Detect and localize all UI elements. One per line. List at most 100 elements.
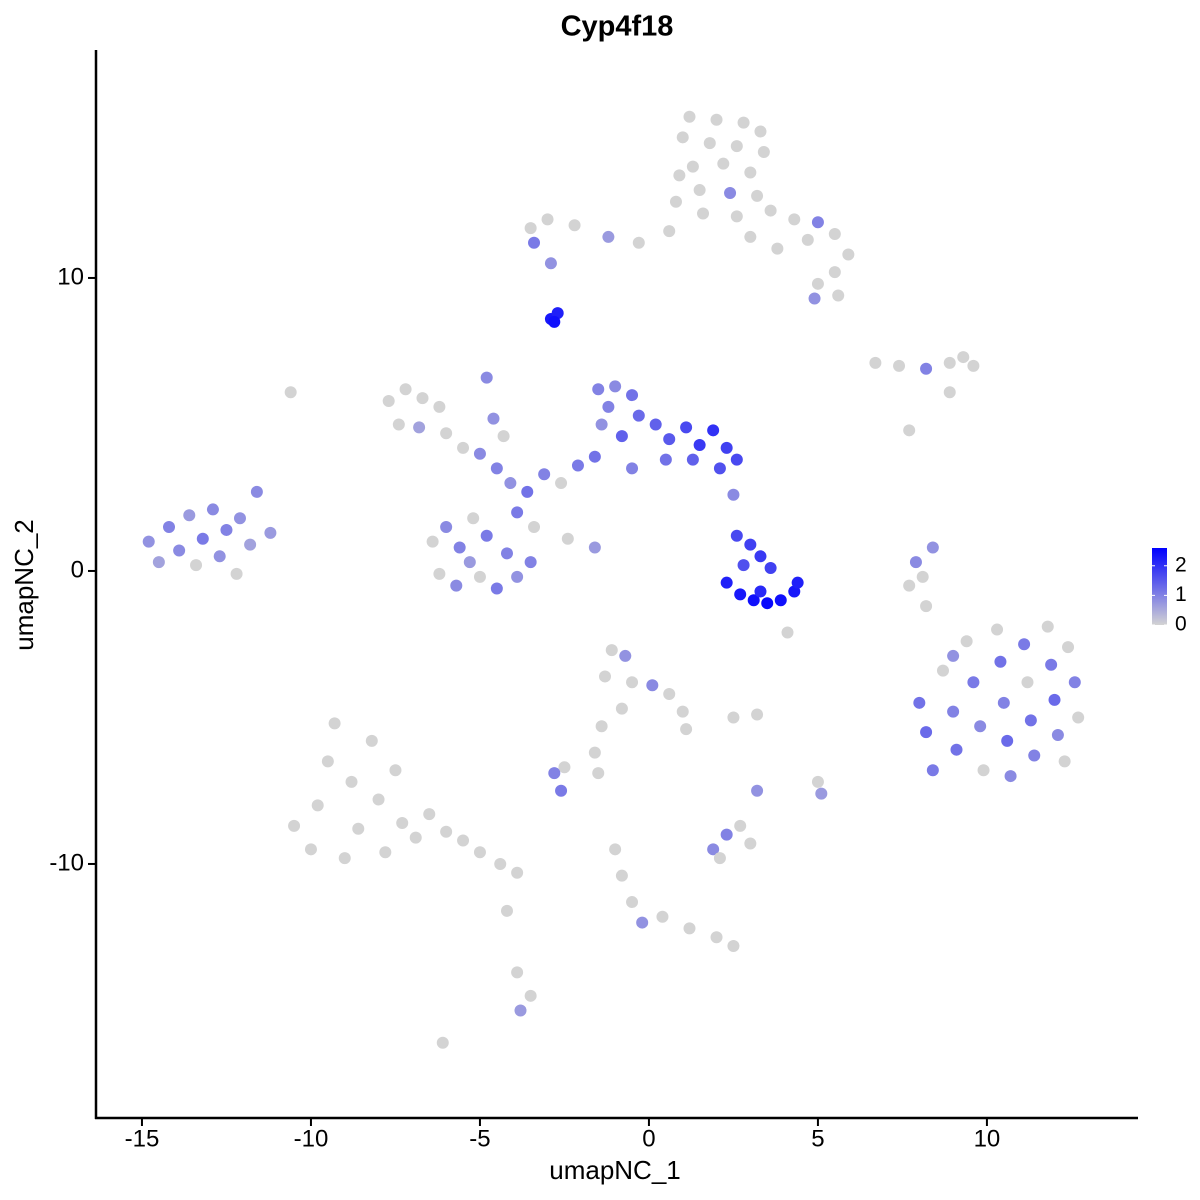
cell-point — [730, 210, 743, 223]
cell-point — [440, 427, 453, 440]
cell-point — [511, 966, 524, 979]
cell-point — [548, 315, 561, 328]
cell-point — [791, 576, 804, 589]
cell-point — [528, 236, 541, 249]
cell-point — [233, 512, 246, 525]
cell-point — [947, 705, 960, 718]
cell-point — [173, 544, 186, 557]
cell-point — [288, 819, 301, 832]
cell-point — [730, 453, 743, 466]
y-tick-label: 10 — [57, 263, 84, 290]
cell-point — [737, 559, 750, 572]
cell-point — [707, 843, 720, 856]
cell-point — [764, 562, 777, 575]
cell-point — [808, 292, 821, 305]
cell-point — [909, 556, 922, 569]
cell-point — [426, 535, 439, 548]
cell-point — [1072, 711, 1085, 724]
cell-point — [345, 775, 358, 788]
cell-point — [676, 131, 689, 144]
cell-point — [524, 556, 537, 569]
cell-point — [1062, 641, 1075, 654]
cell-point — [524, 989, 537, 1002]
cell-point — [744, 230, 757, 243]
x-tick-label: -5 — [469, 1125, 490, 1152]
cell-point — [751, 189, 764, 202]
cell-point — [720, 828, 733, 841]
cell-point — [1051, 729, 1064, 742]
y-tick-label: 0 — [71, 556, 84, 583]
cell-point — [561, 532, 574, 545]
cell-point — [338, 852, 351, 865]
cell-point — [213, 550, 226, 563]
cell-point — [903, 424, 916, 437]
cell-point — [632, 409, 645, 422]
points — [142, 110, 1085, 1049]
cell-point — [1041, 620, 1054, 633]
cell-point — [311, 799, 324, 812]
cell-point — [494, 857, 507, 870]
cell-point — [473, 447, 486, 460]
cell-point — [440, 825, 453, 838]
cell-point — [1068, 676, 1081, 689]
cell-point — [497, 430, 510, 443]
cell-point — [396, 816, 409, 829]
cell-point — [602, 400, 615, 413]
cell-point — [619, 649, 632, 662]
cell-point — [893, 359, 906, 372]
cell-point — [571, 459, 584, 472]
cell-point — [683, 110, 696, 123]
cell-point — [943, 356, 956, 369]
cell-point — [656, 910, 669, 923]
cell-point — [328, 717, 341, 730]
cell-point — [457, 441, 470, 454]
cell-point — [142, 535, 155, 548]
cell-point — [500, 547, 513, 560]
cell-point — [555, 784, 568, 797]
cell-point — [595, 418, 608, 431]
cell-point — [936, 664, 949, 677]
cell-point — [974, 720, 987, 733]
cell-point — [1048, 693, 1061, 706]
cell-point — [713, 852, 726, 865]
cell-point — [382, 395, 395, 408]
cell-point — [717, 157, 730, 170]
cell-point — [264, 526, 277, 539]
x-tick-label: 0 — [642, 1125, 655, 1152]
cell-point — [244, 538, 257, 551]
cell-point — [528, 521, 541, 534]
cell-point — [433, 400, 446, 413]
cell-point — [710, 113, 723, 126]
cell-point — [669, 195, 682, 208]
cell-point — [727, 488, 740, 501]
cell-point — [967, 359, 980, 372]
cell-point — [832, 289, 845, 302]
cell-point — [467, 512, 480, 525]
cell-point — [450, 579, 463, 592]
cell-point — [592, 383, 605, 396]
cell-point — [727, 711, 740, 724]
cell-point — [480, 529, 493, 542]
cell-point — [602, 230, 615, 243]
cell-point — [548, 767, 561, 780]
cell-point — [1058, 755, 1071, 768]
cell-point — [521, 485, 534, 498]
cell-point — [206, 503, 219, 516]
cell-point — [707, 424, 720, 437]
cell-point — [416, 392, 429, 405]
colorbar-tick-label: 2 — [1175, 553, 1187, 576]
x-tick-label: 5 — [811, 1125, 824, 1152]
cell-point — [774, 594, 787, 607]
x-axis-label: umapNC_1 — [549, 1155, 681, 1185]
cell-point — [321, 755, 334, 768]
cell-point — [764, 204, 777, 217]
cell-point — [960, 635, 973, 648]
cell-point — [734, 588, 747, 601]
colorbar-tick-label: 1 — [1175, 583, 1187, 606]
cell-point — [693, 184, 706, 197]
cell-point — [991, 623, 1004, 636]
cell-point — [220, 523, 233, 536]
cell-point — [409, 831, 422, 844]
cell-point — [744, 837, 757, 850]
cell-point — [686, 453, 699, 466]
